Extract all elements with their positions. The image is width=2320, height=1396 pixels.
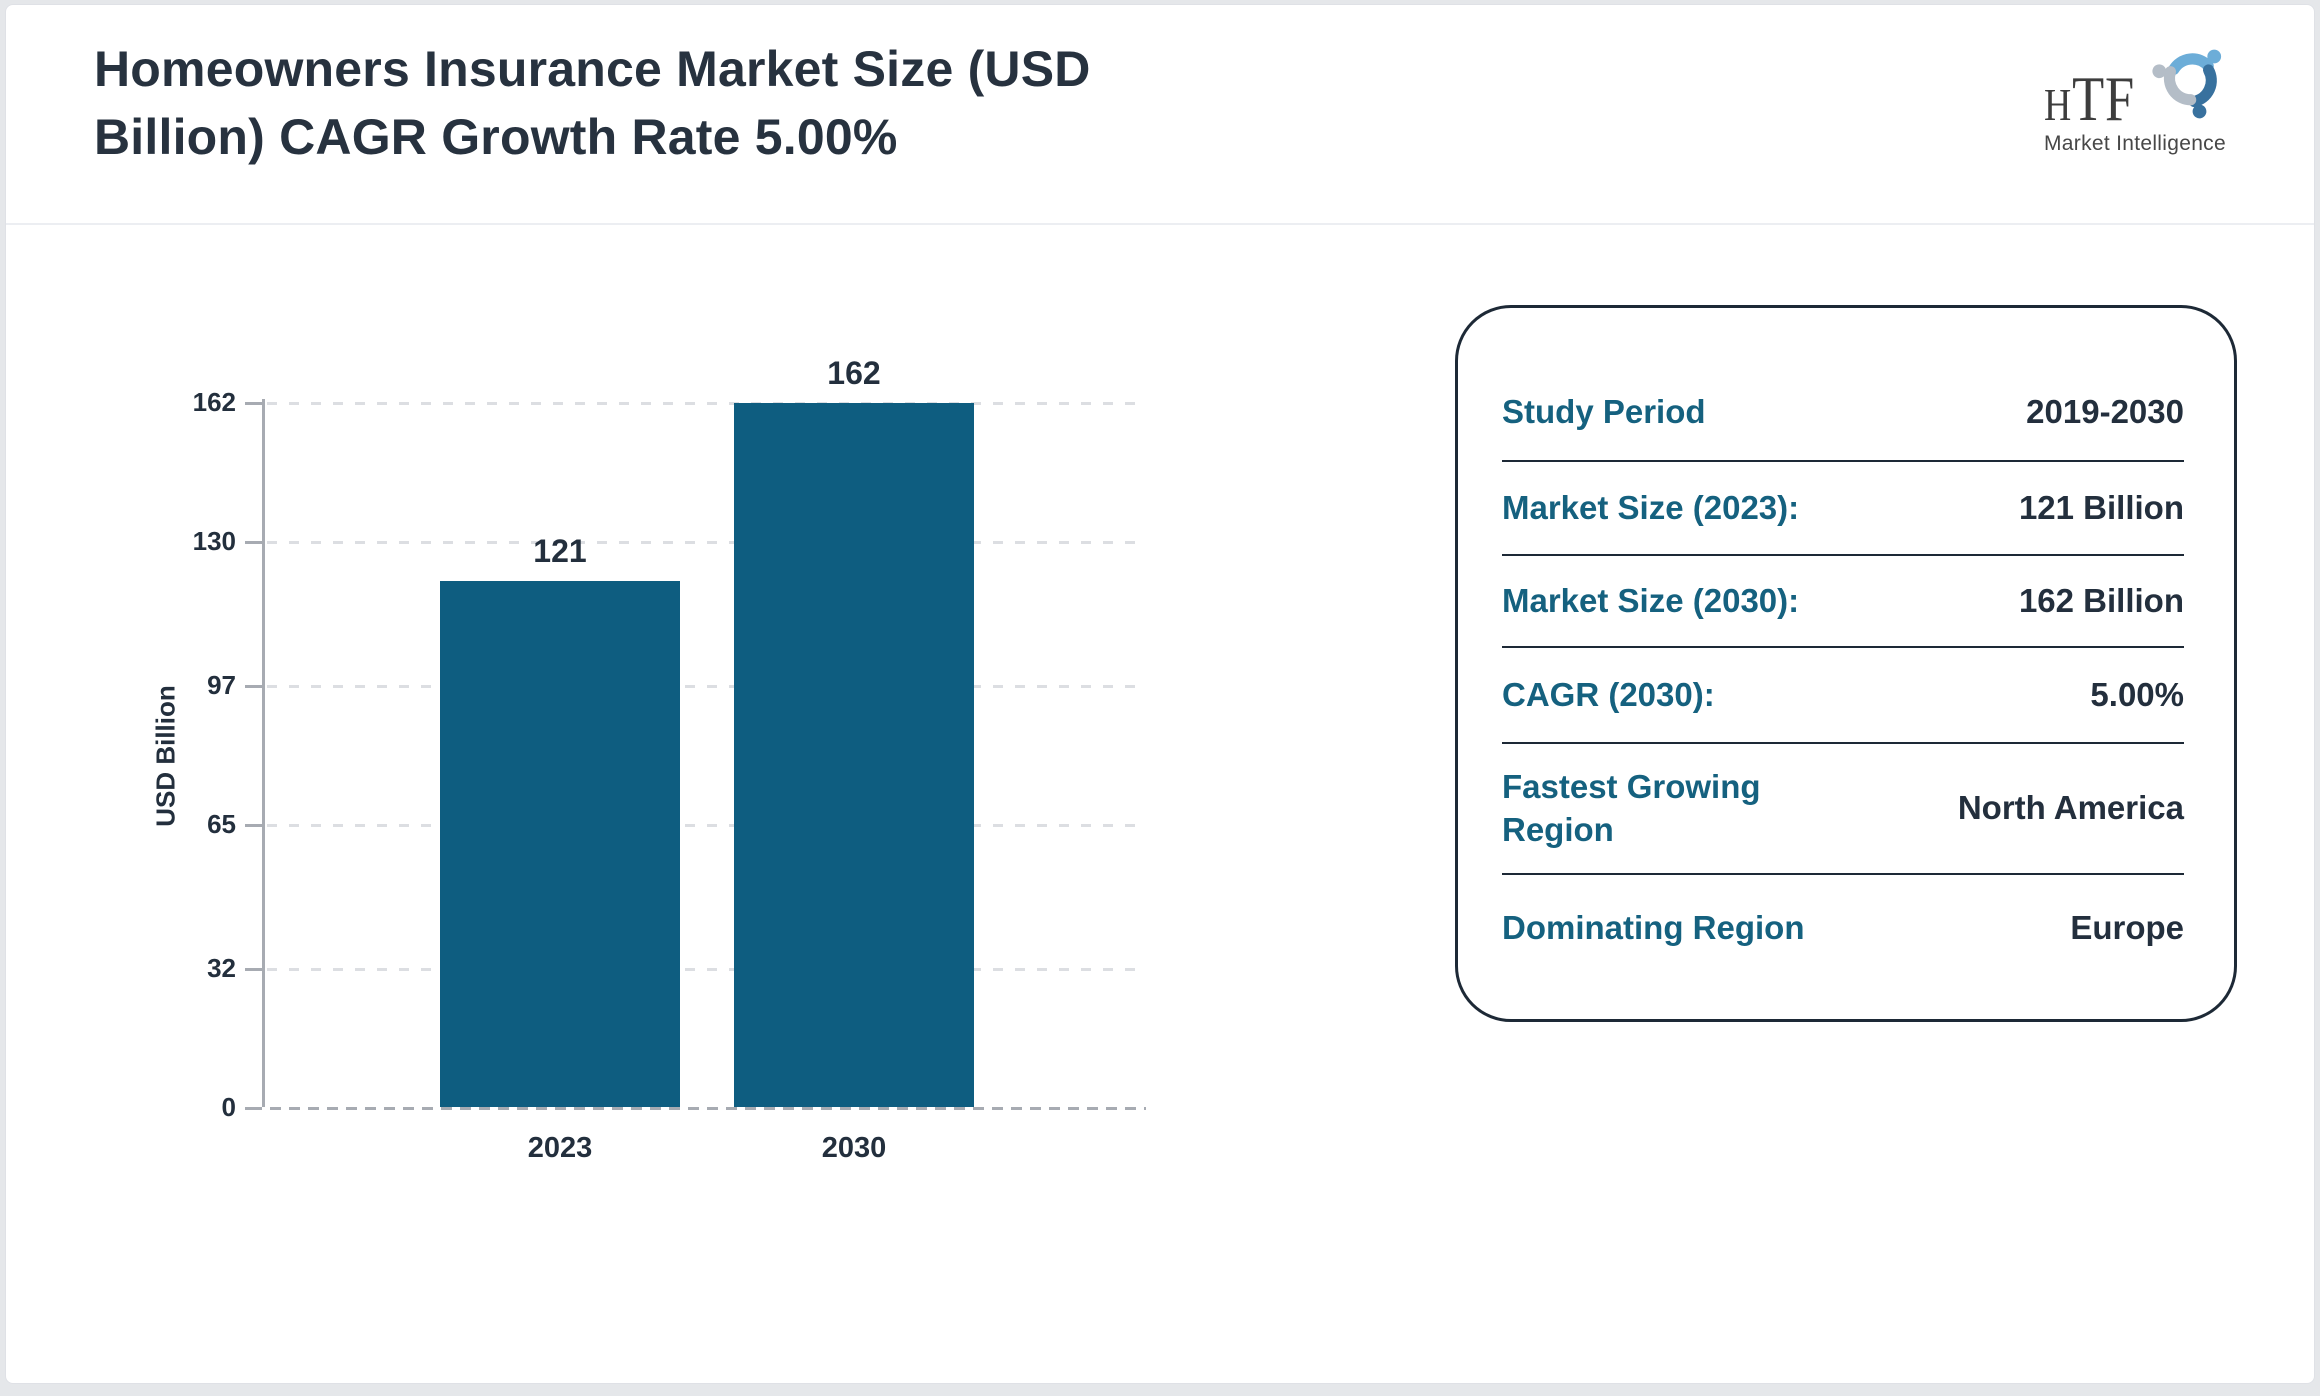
y-tick-mark	[245, 541, 262, 545]
htf-logo: HTF Market Inte	[2044, 35, 2254, 156]
htf-logo-subtitle: Market Intelligence	[2044, 132, 2226, 155]
bar-2030	[734, 403, 974, 1108]
x-tick-label-2023: 2023	[527, 1132, 593, 1164]
htf-logo-text: HTF	[2044, 63, 2135, 135]
summary-panel: Study Period 2019-2030 Market Size (2023…	[1455, 305, 2237, 1022]
htf-logo-top: HTF	[2044, 35, 2254, 135]
bar-value-2030: 162	[827, 355, 881, 391]
summary-value: 121 Billion	[2018, 488, 2184, 526]
y-tick-label: 0	[221, 1092, 236, 1122]
summary-value: 5.00%	[2090, 675, 2184, 713]
summary-row-dominating-region: Dominating Region Europe	[1502, 875, 2184, 981]
summary-value: 2019-2030	[2026, 392, 2184, 430]
summary-value: Europe	[2070, 908, 2184, 946]
summary-label: Market Size (2030):	[1502, 581, 1800, 619]
summary-row-cagr: CAGR (2030): 5.00%	[1502, 648, 2184, 744]
y-gridline	[267, 967, 1146, 971]
y-gridline	[267, 824, 1146, 828]
y-gridline	[267, 684, 1146, 688]
report-card: Homeowners Insurance Market Size (USD Bi…	[5, 4, 2315, 1384]
summary-row-market-size-2030: Market Size (2030): 162 Billion	[1502, 556, 2184, 648]
y-tick-label: 97	[207, 669, 236, 700]
summary-label: Fastest Growing Region	[1502, 768, 1761, 848]
summary-value: North America	[1957, 789, 2184, 827]
htf-swirl-figures-icon	[2145, 35, 2237, 126]
summary-label: Study Period	[1502, 392, 1706, 430]
y-axis-title: USD Billion	[150, 685, 181, 827]
bar-value-2023: 121	[533, 533, 587, 570]
y-tick-mark	[245, 824, 262, 828]
y-tick-mark	[245, 402, 262, 405]
y-gridline	[267, 402, 1146, 405]
bar-2023	[440, 581, 680, 1108]
y-tick-label: 162	[192, 387, 236, 417]
summary-label: CAGR (2030):	[1502, 675, 1715, 713]
summary-label: Dominating Region	[1502, 908, 1805, 946]
y-tick-mark	[245, 1107, 262, 1110]
summary-row-market-size-2023: Market Size (2023): 121 Billion	[1502, 462, 2184, 556]
summary-label: Market Size (2023):	[1502, 488, 1800, 526]
summary-row-study-period: Study Period 2019-2030	[1502, 364, 2184, 462]
y-tick-mark	[245, 967, 262, 971]
summary-row-fastest-growing-region: Fastest Growing Region North America	[1502, 744, 2184, 875]
x-axis-dashed-overlay	[262, 1107, 1146, 1110]
y-tick-label: 65	[207, 809, 236, 840]
y-tick-label: 130	[192, 526, 236, 557]
summary-value: 162 Billion	[2018, 581, 2184, 619]
x-tick-label-2030: 2030	[821, 1132, 887, 1164]
y-tick-mark	[245, 684, 262, 688]
y-gridline	[267, 541, 1146, 545]
y-axis-line	[262, 399, 265, 1110]
header-divider	[6, 223, 2314, 225]
page-title: Homeowners Insurance Market Size (USD Bi…	[94, 41, 1091, 165]
y-tick-label: 32	[207, 952, 236, 983]
